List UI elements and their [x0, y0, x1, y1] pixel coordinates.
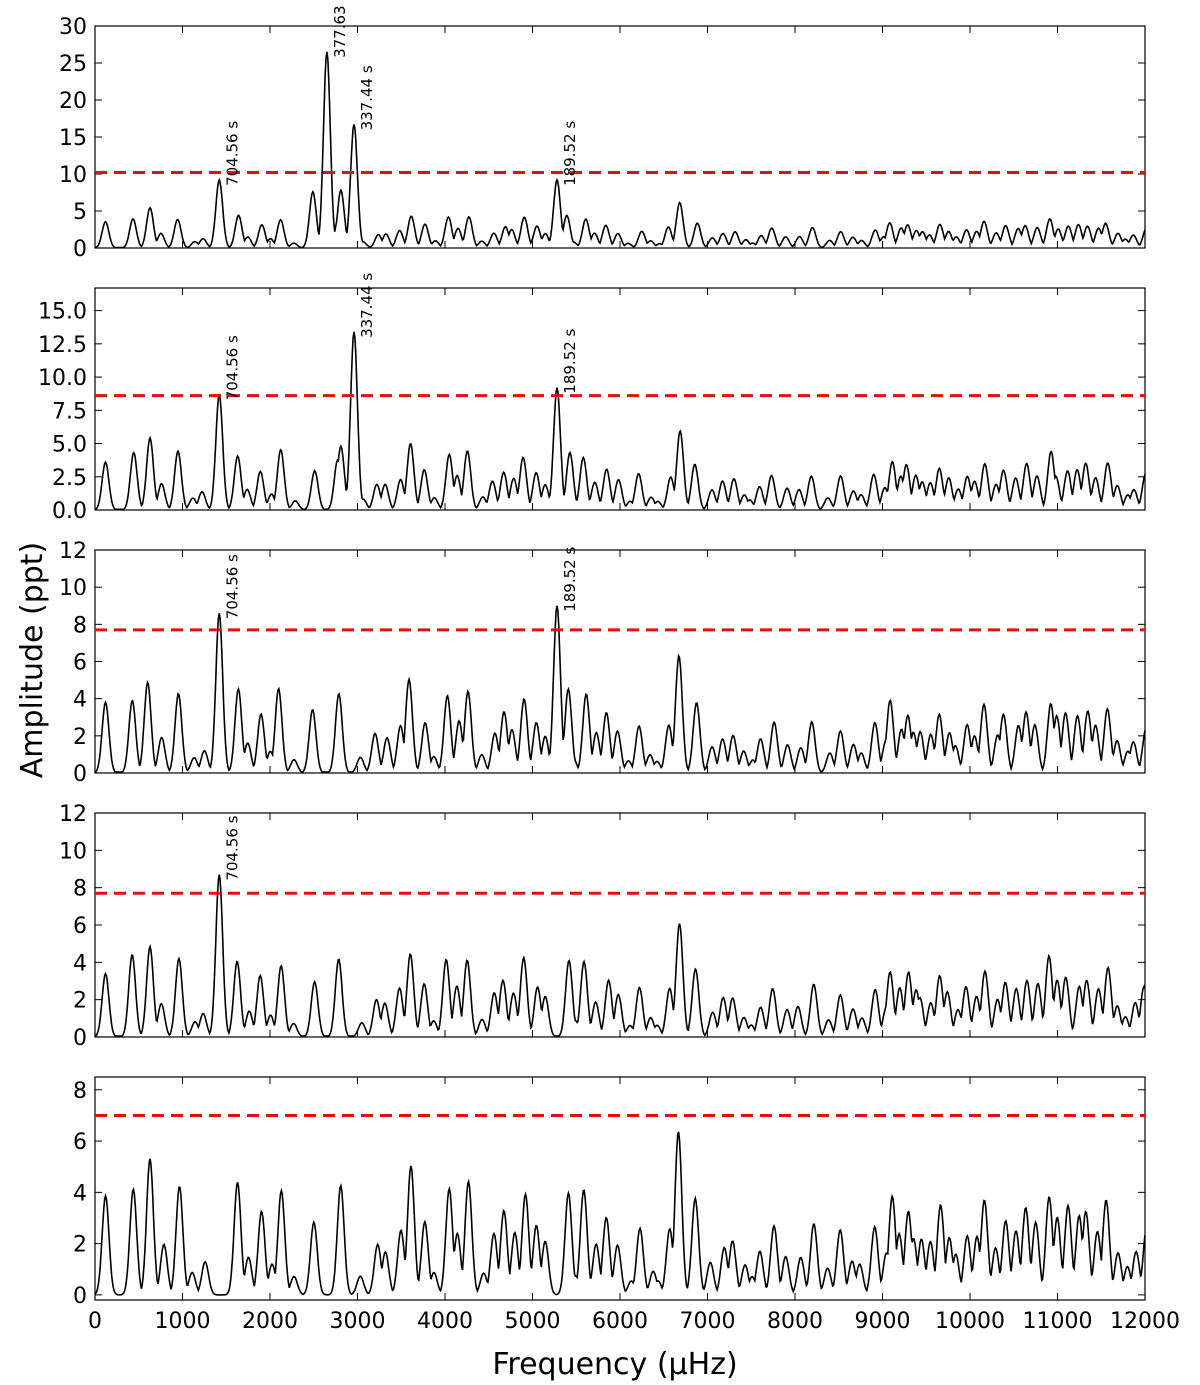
panel-2: 0.0 2.5 5.0 7.5 10.0 12.5 15.0 704.56 s 337.44 s… [38, 273, 1146, 524]
y-axis-title: Amplitude (ppt) [15, 542, 50, 779]
x-tick-label: 0 [88, 1309, 102, 1334]
x-tick-label: 6000 [592, 1309, 648, 1334]
peak-period-label: 377.63 s [331, 0, 349, 58]
x-tick-label: 9000 [855, 1309, 911, 1334]
y-tick-label: 2 [73, 989, 87, 1014]
y-tick-label: 12 [59, 802, 87, 827]
panel-4: 0 2 4 6 8 10 12 704.56 s [59, 802, 1146, 1051]
panel-5: 0 2 4 6 8 [73, 1076, 1146, 1309]
y-tick-label: 6 [73, 651, 87, 676]
panel-1: 0 5 10 15 20 25 30 704.56 s 377.63 s 337.44 s 189.… [59, 0, 1146, 262]
peak-period-label: 704.56 s [223, 335, 241, 400]
amplitude-spectrum-line [94, 51, 1146, 249]
peak-period-label: 704.56 s [223, 815, 241, 880]
y-tick-label: 4 [73, 1181, 87, 1206]
y-tick-label: 2 [73, 1233, 87, 1258]
y-tick-label: 20 [59, 89, 87, 114]
y-tick-label: 10 [59, 576, 87, 601]
peak-period-label: 704.56 s [223, 121, 241, 186]
y-tick-label: 8 [73, 1079, 87, 1104]
peak-period-label: 337.44 s [358, 65, 376, 130]
y-tick-label: 2.5 [52, 466, 87, 491]
y-tick-label: 10 [59, 163, 87, 188]
x-tick-label: 2000 [242, 1309, 298, 1334]
y-tick-label: 12 [59, 539, 87, 564]
x-tick-label: 5000 [505, 1309, 561, 1334]
y-tick-label: 7.5 [52, 399, 87, 424]
x-tick-label: 1000 [155, 1309, 211, 1334]
y-tick-label: 0 [73, 237, 87, 262]
y-tick-label: 0 [73, 1026, 87, 1051]
x-tick-label: 4000 [417, 1309, 473, 1334]
x-tick-label: 12000 [1110, 1309, 1180, 1334]
y-tick-label: 8 [73, 613, 87, 638]
peak-period-label: 337.44 s [358, 273, 376, 338]
y-tick-label: 4 [73, 951, 87, 976]
amplitude-spectrum-line [94, 331, 1146, 511]
x-axis-title: Frequency (μHz) [492, 1347, 737, 1382]
peak-period-label: 189.52 s [561, 121, 579, 186]
peak-period-label: 189.52 s [561, 328, 579, 393]
amplitude-spectrum-line [94, 1131, 1146, 1296]
panel-3: 0 2 4 6 8 10 12 704.56 s 189.52 s [59, 539, 1146, 787]
y-tick-label: 2 [73, 725, 87, 750]
x-tick-label: 10000 [935, 1309, 1005, 1334]
peak-period-label: 189.52 s [561, 547, 579, 612]
panel-frame [94, 25, 1146, 249]
y-tick-label: 15.0 [38, 300, 87, 325]
y-tick-label: 0.0 [52, 499, 87, 524]
x-tick-label: 11000 [1023, 1309, 1093, 1334]
y-tick-label: 4 [73, 688, 87, 713]
amplitude-spectrum-line [94, 874, 1146, 1037]
y-tick-label: 25 [59, 52, 87, 77]
y-tick-label: 5 [73, 200, 87, 225]
x-tick-label: 7000 [680, 1309, 736, 1334]
amplitude-spectrum-line [94, 605, 1146, 774]
y-tick-label: 6 [73, 1130, 87, 1155]
y-tick-label: 10 [59, 839, 87, 864]
y-tick-label: 8 [73, 877, 87, 902]
y-tick-label: 15 [59, 126, 87, 151]
y-tick-label: 0 [73, 1284, 87, 1309]
panel-frame [94, 1076, 1146, 1301]
y-tick-label: 12.5 [38, 333, 87, 358]
y-tick-label: 6 [73, 914, 87, 939]
y-tick-label: 0 [73, 762, 87, 787]
x-tick-label: 3000 [330, 1309, 386, 1334]
y-tick-label: 5.0 [52, 433, 87, 458]
x-tick-label: 8000 [767, 1309, 823, 1334]
y-tick-label: 10.0 [38, 366, 87, 391]
peak-period-label: 704.56 s [223, 554, 241, 619]
y-tick-label: 30 [59, 15, 87, 40]
